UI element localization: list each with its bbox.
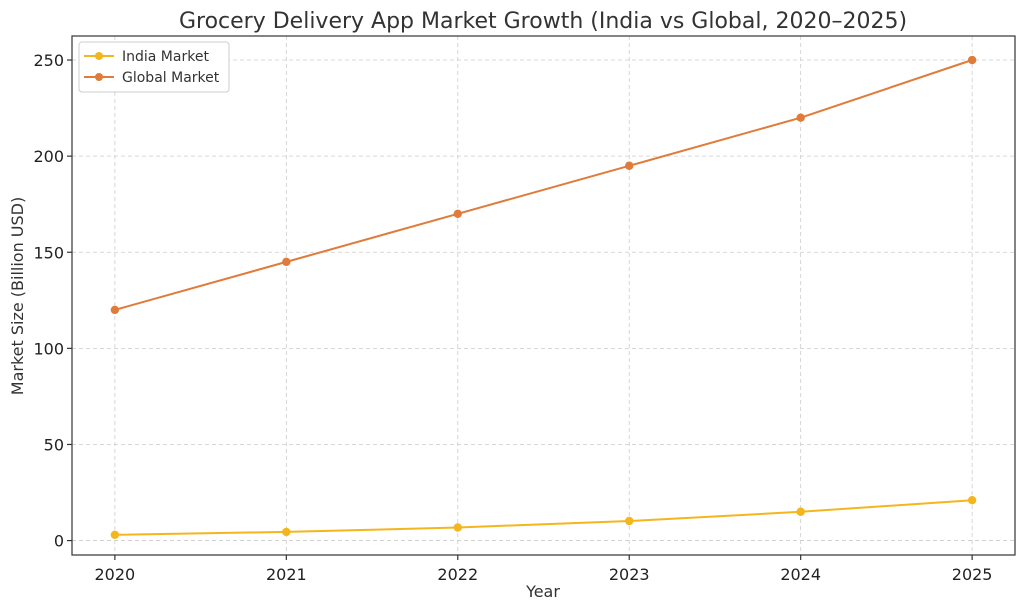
data-point-global-market [453, 209, 462, 219]
y-axis-label: Market Size (Billion USD) [8, 197, 27, 395]
y-tick-label: 0 [54, 532, 64, 551]
series-layer [110, 55, 977, 540]
y-tick-label: 150 [33, 243, 64, 262]
legend-box [78, 41, 230, 93]
x-tick-label: 2023 [609, 565, 650, 584]
grid [72, 36, 1015, 555]
legend-marker-india [95, 52, 103, 60]
data-point-india-market [453, 523, 462, 532]
data-point-global-market [282, 257, 291, 267]
data-point-india-market [625, 516, 634, 526]
data-point-india-market [282, 527, 291, 537]
ticks: 0 50 100 150 200 250 2020 2021 2022 2023 2024 2025 [33, 51, 992, 584]
chart-title: Grocery Delivery App Market Growth (Indi… [179, 9, 907, 34]
y-tick-label: 100 [33, 339, 64, 358]
data-point-india-market [110, 530, 120, 540]
legend-marker-global [95, 73, 103, 81]
data-point-global-market [110, 305, 120, 315]
x-tick-label: 2022 [437, 565, 478, 584]
plot-frame [71, 35, 1016, 556]
y-tick-label: 250 [33, 51, 64, 70]
data-point-india-market [796, 507, 805, 516]
data-point-global-market [967, 55, 977, 65]
x-axis-label: Year [525, 582, 560, 601]
x-tick-label: 2021 [266, 565, 307, 584]
x-tick-label: 2024 [780, 565, 821, 584]
series-line-global-market [114, 59, 973, 311]
series-line-india-market [114, 499, 973, 536]
data-point-global-market [796, 113, 805, 122]
x-tick-label: 2020 [95, 565, 136, 584]
data-point-india-market [967, 496, 977, 505]
y-tick-label: 50 [44, 435, 64, 454]
legend-label-global: Global Market [122, 70, 220, 86]
x-tick-label: 2025 [952, 565, 993, 584]
legend: India Market Global Market [78, 41, 230, 93]
y-tick-label: 200 [33, 147, 64, 166]
legend-label-india: India Market [122, 49, 209, 65]
data-point-global-market [625, 161, 634, 170]
